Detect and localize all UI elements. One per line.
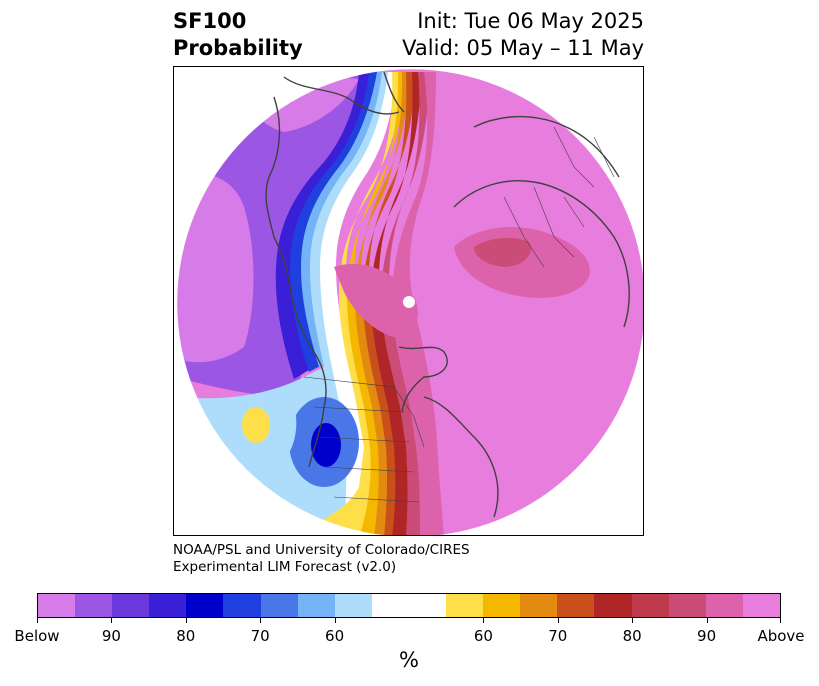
coastline-eurasia bbox=[453, 180, 630, 328]
colorbar-segment bbox=[705, 594, 743, 617]
north-pole-marker bbox=[403, 296, 415, 308]
border-asia bbox=[553, 126, 615, 188]
colorbar-tick-label: 60 bbox=[325, 627, 345, 645]
border-us-canada bbox=[303, 376, 425, 448]
field-above-55-pacific bbox=[242, 407, 270, 443]
border-us-states bbox=[313, 406, 420, 503]
colorbar-tick-label: 60 bbox=[473, 627, 493, 645]
forecast-map bbox=[173, 66, 644, 536]
title-type: Probability bbox=[173, 36, 303, 60]
colorbar-tick bbox=[557, 618, 559, 623]
init-date: Init: Tue 06 May 2025 bbox=[417, 9, 644, 33]
colorbar-segment bbox=[112, 594, 150, 617]
colorbar-tick bbox=[185, 618, 187, 623]
globe-outline bbox=[176, 68, 643, 535]
credit-model: Experimental LIM Forecast (v2.0) bbox=[173, 559, 397, 575]
field-above-85-europe bbox=[474, 237, 532, 267]
colorbar-tick-label: 80 bbox=[176, 627, 196, 645]
borders bbox=[303, 126, 615, 503]
colorbar-segment bbox=[38, 594, 76, 617]
colorbar-tick-label: Above bbox=[757, 627, 805, 645]
credit-org: NOAA/PSL and University of Colorado/CIRE… bbox=[173, 542, 470, 558]
colorbar-segment bbox=[668, 594, 706, 617]
colorbar-segment bbox=[334, 594, 372, 617]
field-above-60 bbox=[347, 72, 406, 535]
coastline-hudson bbox=[398, 346, 448, 413]
coastline-bering bbox=[383, 71, 405, 113]
colorbar-tick bbox=[483, 618, 485, 623]
colorbar-segment bbox=[186, 594, 224, 617]
colorbar-segment bbox=[223, 594, 261, 617]
colorbar-segment bbox=[75, 594, 113, 617]
colorbar-tick bbox=[260, 618, 262, 623]
coastline-east-na bbox=[423, 396, 499, 518]
colorbar-segment bbox=[594, 594, 632, 617]
field-below-max bbox=[177, 173, 254, 363]
colorbar-segment bbox=[149, 594, 187, 617]
title-variable: SF100 bbox=[173, 9, 247, 33]
colorbar-tick bbox=[111, 618, 113, 623]
valid-range: Valid: 05 May – 11 May bbox=[402, 36, 644, 60]
colorbar-segment bbox=[260, 594, 298, 617]
colorbar-segment bbox=[371, 594, 409, 617]
colorbar-segment bbox=[631, 594, 669, 617]
colorbar-tick bbox=[334, 618, 336, 623]
field-above-70 bbox=[363, 72, 416, 535]
colorbar-tick-label: Below bbox=[14, 627, 60, 645]
coastline-west-na bbox=[265, 96, 327, 468]
field-above-80 bbox=[371, 72, 422, 535]
colorbar-segment bbox=[446, 594, 484, 617]
colorbar-tick bbox=[632, 618, 634, 623]
map-dates: Init: Tue 06 May 2025 Valid: 05 May – 11… bbox=[402, 8, 644, 62]
colorbar-tick bbox=[780, 618, 781, 623]
field-above-90-central bbox=[334, 263, 418, 337]
forecast-map-svg bbox=[176, 68, 643, 535]
credit: NOAA/PSL and University of Colorado/CIRE… bbox=[173, 542, 470, 576]
colorbar-tick-label: 70 bbox=[250, 627, 270, 645]
field-above-90 bbox=[392, 72, 444, 535]
colorbar-tick-label: 90 bbox=[101, 627, 121, 645]
border-eurasia bbox=[503, 186, 585, 268]
colorbar-tick-label: 70 bbox=[548, 627, 568, 645]
coastline-alaska bbox=[283, 76, 400, 115]
field-above-85 bbox=[381, 72, 430, 535]
field-above-65 bbox=[355, 72, 410, 535]
colorbar-tick-label: 80 bbox=[622, 627, 642, 645]
map-title: SF100 Probability bbox=[173, 8, 303, 62]
colorbar-segment bbox=[297, 594, 335, 617]
coastline-siberia bbox=[473, 115, 620, 178]
colorbar-tick-label: 90 bbox=[697, 627, 717, 645]
colorbar bbox=[37, 593, 781, 618]
colorbar-segment bbox=[520, 594, 558, 617]
colorbar-segment bbox=[483, 594, 521, 617]
colorbar-ticks bbox=[37, 618, 781, 626]
colorbar-tick bbox=[706, 618, 708, 623]
colorbar-segment bbox=[408, 594, 447, 617]
colorbar-segment bbox=[742, 594, 780, 617]
colorbar-segment bbox=[557, 594, 595, 617]
colorbar-unit: % bbox=[399, 648, 419, 672]
coastlines bbox=[265, 71, 630, 518]
colorbar-tick bbox=[37, 618, 38, 623]
